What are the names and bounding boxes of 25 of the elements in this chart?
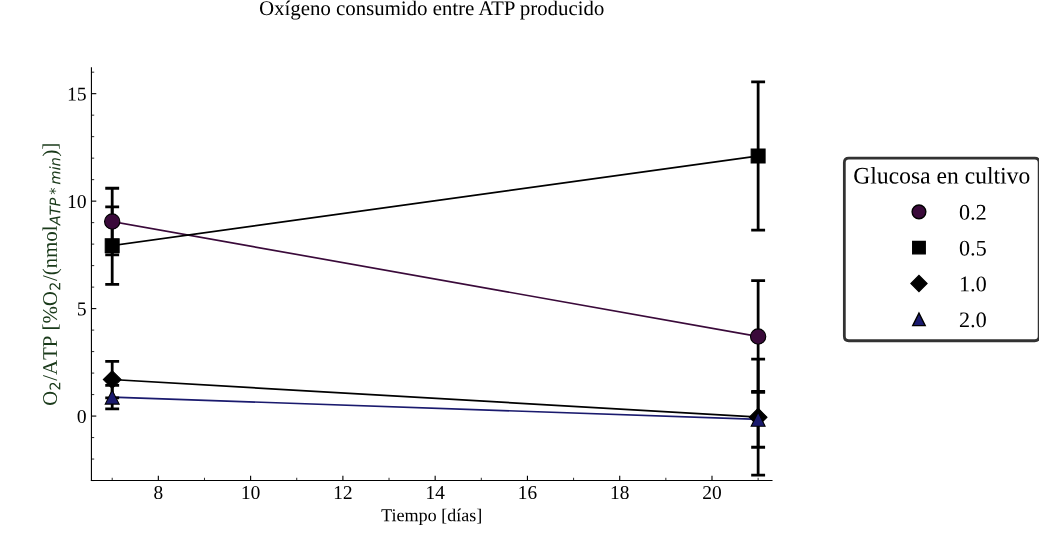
x-tick-label: 16 (519, 486, 537, 500)
y-tick-label: 15 (68, 87, 86, 101)
legend-label: 0.2 (959, 204, 986, 220)
point (104, 213, 121, 230)
y-tick-label: 0 (77, 409, 86, 424)
x-tick-label: 8 (154, 485, 163, 500)
point (104, 238, 120, 254)
y-tick-label: 10 (68, 194, 86, 209)
legend-label: 0.5 (959, 240, 986, 256)
x-tick-label: 14 (427, 486, 445, 499)
y-tick-label: 5 (77, 302, 86, 316)
legend-label: 2.0 (959, 312, 986, 328)
point (749, 328, 767, 345)
chart-title: Oxígeno consumido entre ATP producido (259, 0, 604, 20)
legend-title: Glucosa en cultivo (854, 167, 1030, 184)
point (104, 389, 120, 405)
x-tick-label: 18 (611, 485, 629, 500)
point (750, 148, 766, 164)
legend-label: 1.0 (960, 276, 986, 292)
y-axis-title: O$_{2}$/ATP [%O$_{2}$/(nmol$_{ATP*min}$)] (42, 144, 62, 406)
point (102, 370, 122, 389)
x-tick-label: 20 (703, 485, 721, 500)
x-axis-title: Tiempo [días] (381, 508, 481, 525)
x-tick-label: 10 (242, 485, 260, 500)
x-tick-label: 12 (334, 486, 352, 499)
